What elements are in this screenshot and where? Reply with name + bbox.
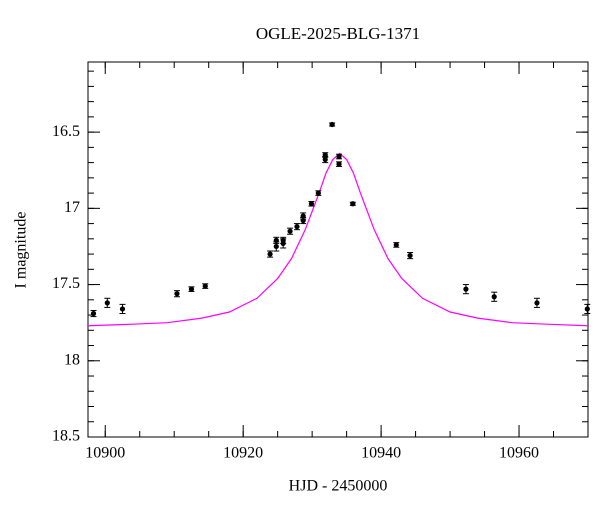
marker (188, 286, 195, 292)
y-tick-label: 16.5 (52, 123, 80, 140)
data-point (349, 201, 356, 207)
marker (308, 201, 315, 207)
data-point (173, 290, 180, 298)
marker (491, 294, 497, 300)
data-point (287, 227, 294, 235)
marker (407, 252, 413, 259)
data-point (267, 250, 274, 258)
x-axis-label: HJD - 2450000 (289, 478, 388, 495)
y-axis-label: I magnitude (13, 212, 30, 289)
data-point (462, 284, 469, 295)
marker (202, 283, 208, 289)
chart-title: OGLE-2025-BLG-1371 (256, 24, 420, 43)
marker (584, 306, 590, 312)
marker (280, 240, 286, 247)
x-tick-label: 10960 (499, 445, 539, 462)
data-point (188, 286, 195, 292)
y-tick-label: 17 (64, 199, 80, 216)
model-curve (87, 152, 589, 327)
y-tick-label: 18.5 (52, 428, 80, 445)
marker (336, 161, 342, 167)
data-point (308, 200, 315, 207)
marker (287, 228, 293, 234)
data-point (280, 238, 287, 249)
y-tick-label: 18 (64, 351, 80, 368)
marker (393, 242, 399, 248)
marker (119, 306, 126, 312)
marker (336, 153, 342, 160)
marker (104, 300, 110, 306)
marker (350, 201, 356, 207)
marker (294, 224, 300, 230)
data-point (336, 153, 343, 160)
data-point (104, 297, 111, 308)
data-point (293, 223, 300, 231)
marker (322, 152, 328, 158)
marker (322, 156, 328, 163)
data-point (407, 252, 414, 260)
data-point (202, 283, 209, 289)
marker (273, 237, 279, 243)
data-point (322, 152, 329, 158)
plot-frame (87, 61, 589, 438)
marker (300, 213, 306, 219)
data-point (336, 161, 343, 167)
data-point (273, 236, 280, 244)
data-point (119, 303, 126, 315)
data-point (315, 190, 322, 196)
marker (90, 310, 97, 317)
marker (463, 286, 469, 292)
data-point (90, 309, 97, 318)
data-point (584, 303, 591, 315)
data-point (300, 212, 307, 220)
y-tick-label: 17.5 (52, 275, 80, 292)
marker (534, 300, 540, 306)
marker (315, 190, 321, 196)
data-point (533, 297, 540, 308)
marker (329, 121, 335, 128)
x-tick-label: 10920 (223, 445, 263, 462)
marker (267, 251, 273, 257)
marker (174, 291, 180, 297)
data-point (329, 121, 336, 128)
x-tick-label: 10940 (361, 445, 401, 462)
x-tick-label: 10900 (85, 445, 125, 462)
marker (273, 243, 279, 250)
data-point (491, 291, 498, 302)
data-point (393, 242, 400, 248)
